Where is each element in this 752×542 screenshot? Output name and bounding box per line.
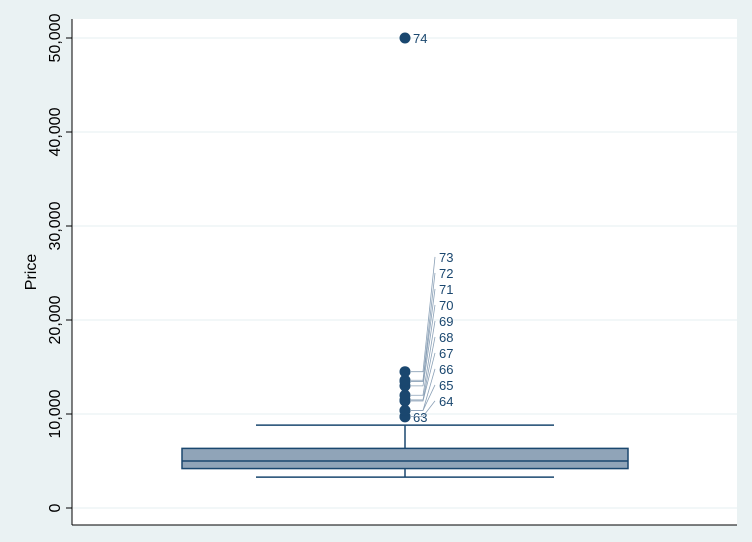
outlier-label: 70 <box>439 298 453 313</box>
outlier-leader-line <box>411 304 436 387</box>
outlier-leader-line <box>411 256 436 373</box>
outlier-label: 74 <box>413 31 427 46</box>
outlier-leader-line <box>411 320 436 396</box>
y-tick-label: 10,000 <box>47 389 64 438</box>
outlier-label: 65 <box>439 378 453 393</box>
outlier-label: 71 <box>439 282 453 297</box>
y-tick-label: 50,000 <box>47 13 64 62</box>
outlier-label: 67 <box>439 346 453 361</box>
y-tick-label: 0 <box>47 503 64 512</box>
y-tick-label: 40,000 <box>47 107 64 156</box>
outlier-point <box>399 374 411 386</box>
outlier-point <box>399 405 411 417</box>
outlier-label: 63 <box>413 410 427 425</box>
outlier-leader-line <box>411 272 436 381</box>
y-tick-label: 30,000 <box>47 201 64 250</box>
outlier-leader-line <box>411 336 436 401</box>
outlier-label: 73 <box>439 250 453 265</box>
outlier-point <box>399 366 411 378</box>
outlier-leader-line <box>411 352 436 402</box>
outlier-label: 68 <box>439 330 453 345</box>
outlier-leader-line <box>411 368 436 411</box>
y-tick-label: 20,000 <box>47 295 64 344</box>
outlier-point <box>399 32 411 44</box>
outlier-leader-line <box>411 288 436 382</box>
y-axis-label: Price <box>23 254 40 291</box>
outlier-leader-line <box>411 400 436 417</box>
outlier-point <box>399 389 411 401</box>
outlier-label: 66 <box>439 362 453 377</box>
outlier-label: 69 <box>439 314 453 329</box>
box-iqr <box>181 447 629 470</box>
outlier-label: 64 <box>439 394 453 409</box>
outlier-label: 72 <box>439 266 453 281</box>
